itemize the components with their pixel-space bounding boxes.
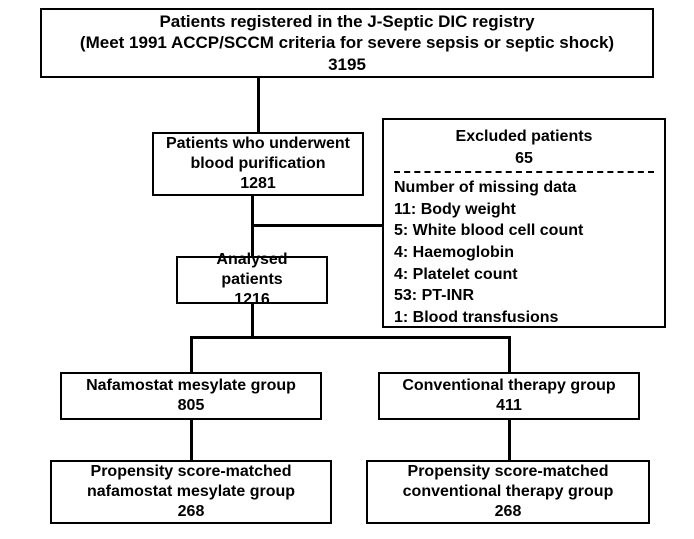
edge-ct-down	[508, 420, 511, 460]
node-top: Patients registered in the J-Septic DIC …	[40, 8, 654, 78]
node-ct-ps: Propensity score-matched conventional th…	[366, 460, 650, 524]
excluded-item: 1: Blood transfusions	[394, 307, 654, 329]
excluded-title: Excluded patients	[394, 126, 654, 148]
node-purification-line2: blood purification	[190, 154, 325, 174]
node-analysed-line1: Analysed patients	[186, 250, 318, 290]
node-nm-ps-line1: Propensity score-matched	[91, 462, 292, 482]
node-purification-count: 1281	[240, 174, 276, 194]
node-nm-group: Nafamostat mesylate group 805	[60, 372, 322, 420]
node-purification: Patients who underwent blood purificatio…	[152, 132, 364, 196]
node-nm-ps-count: 268	[178, 502, 205, 522]
excluded-count: 65	[394, 148, 654, 170]
excluded-item: 5: White blood cell count	[394, 220, 654, 242]
node-ct-group-count: 411	[496, 396, 522, 416]
node-nm-ps-line2: nafamostat mesylate group	[87, 482, 295, 502]
node-analysed: Analysed patients 1216	[176, 256, 328, 304]
node-ct-ps-line2: conventional therapy group	[403, 482, 614, 502]
excluded-item: 53: PT-INR	[394, 285, 654, 307]
edge-split-left	[190, 336, 193, 372]
edge-top-purif	[257, 78, 260, 132]
node-nm-group-count: 805	[178, 396, 205, 416]
node-purification-line1: Patients who underwent	[166, 134, 350, 154]
edge-nm-down	[190, 420, 193, 460]
excluded-item: 4: Platelet count	[394, 264, 654, 286]
node-ct-ps-count: 268	[495, 502, 522, 522]
edge-to-excluded	[253, 224, 382, 227]
node-top-line1: Patients registered in the J-Septic DIC …	[159, 11, 534, 32]
node-nm-group-line1: Nafamostat mesylate group	[86, 376, 296, 396]
node-ct-group-line1: Conventional therapy group	[402, 376, 615, 396]
excluded-divider	[394, 171, 654, 173]
excluded-item: 11: Body weight	[394, 199, 654, 221]
node-top-count: 3195	[328, 54, 366, 75]
edge-split-bar	[190, 336, 510, 339]
node-ct-group: Conventional therapy group 411	[378, 372, 640, 420]
edge-analysed-down	[251, 304, 254, 338]
node-nm-ps: Propensity score-matched nafamostat mesy…	[50, 460, 332, 524]
excluded-subtitle: Number of missing data	[394, 177, 576, 199]
excluded-items: 11: Body weight5: White blood cell count…	[394, 199, 654, 329]
node-excluded: Excluded patients 65 Number of missing d…	[382, 118, 666, 328]
edge-split-right	[508, 336, 511, 372]
node-top-line2: (Meet 1991 ACCP/SCCM criteria for severe…	[80, 32, 614, 53]
excluded-item: 4: Haemoglobin	[394, 242, 654, 264]
node-ct-ps-line1: Propensity score-matched	[408, 462, 609, 482]
